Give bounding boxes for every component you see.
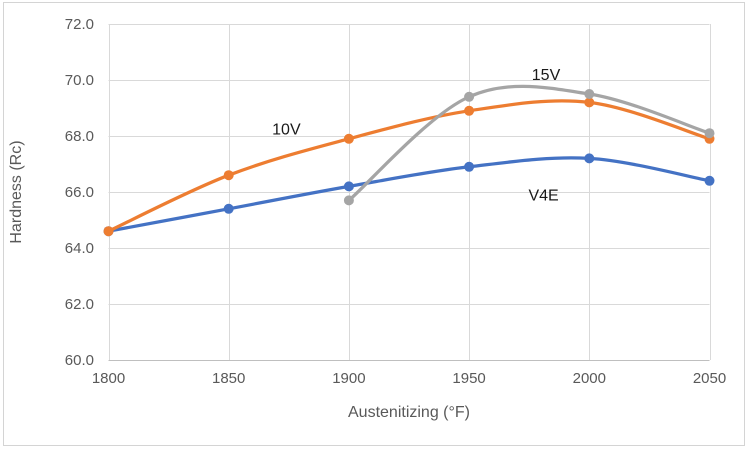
data-point-10V-2000: [584, 97, 595, 108]
plot-area: 60.0 62.0 64.0 66.0 68.0 70.0 72.0 1800 1850 1900…: [3, 2, 745, 446]
y-tick-label: 68.0: [65, 128, 94, 145]
data-point-15V-2050: [704, 128, 715, 139]
data-point-V4E-2000: [584, 153, 595, 164]
y-tick-label: 66.0: [65, 184, 94, 201]
data-point-V4E-1850: [223, 203, 234, 214]
data-point-10V-1900: [343, 133, 354, 144]
data-point-15V-1950: [464, 91, 475, 102]
series-label-15V: 15V: [532, 67, 561, 84]
series-line-V4E: [106, 156, 712, 233]
x-tick-label: 2000: [573, 370, 606, 387]
y-axis-title: Hardness (Rc): [8, 140, 25, 243]
x-tick-label: 1900: [332, 370, 365, 387]
series-label-10V: 10V: [272, 122, 301, 139]
data-point-V4E-2050: [704, 175, 715, 186]
series-line-15V: [347, 84, 712, 203]
y-tick-label: 62.0: [65, 296, 94, 313]
y-tick-label: 70.0: [65, 72, 94, 89]
data-point-10V-1950: [464, 105, 475, 116]
y-tick-label: 72.0: [65, 16, 94, 33]
y-tick-label: 64.0: [65, 240, 94, 257]
chart-border: [3, 2, 745, 446]
series-label-V4E: V4E: [528, 187, 558, 204]
data-point-15V-1900: [343, 195, 354, 206]
x-tick-label: 1950: [452, 370, 485, 387]
x-tick-label: 1800: [92, 370, 125, 387]
data-point-V4E-1900: [343, 181, 354, 192]
data-point-V4E-1950: [464, 161, 475, 172]
y-tick-label: 60.0: [65, 352, 94, 369]
data-point-15V-2000: [584, 89, 595, 99]
x-axis-title: Austenitizing (°F): [348, 404, 470, 421]
series-line-10V: [106, 99, 712, 233]
x-tick-label: 1850: [212, 370, 245, 387]
data-point-10V-1800: [103, 226, 114, 237]
x-tick-label: 2050: [693, 370, 726, 387]
data-point-10V-1850: [223, 170, 234, 181]
